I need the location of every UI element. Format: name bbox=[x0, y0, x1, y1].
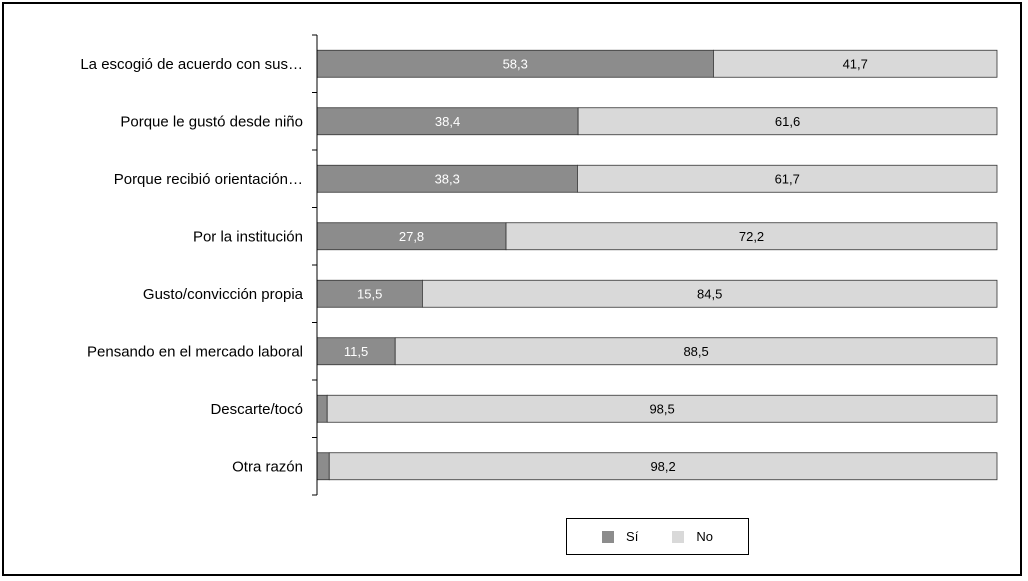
data-label-no-0: 41,7 bbox=[843, 56, 868, 71]
data-label-no-3: 72,2 bbox=[739, 229, 764, 244]
bar-si-2 bbox=[316, 164, 578, 193]
legend-label-no: No bbox=[696, 529, 713, 544]
bar-no-2 bbox=[577, 164, 998, 193]
legend-swatch-si bbox=[602, 530, 615, 543]
legend-swatch-no bbox=[672, 530, 685, 543]
bar-chart: 58,3 41,7 38,4 61,6 38,3 61,7 27,8 72,2 15,5 84,5… bbox=[80, 34, 998, 496]
bar-no-1 bbox=[577, 107, 998, 136]
category-label-0: La escogió de acuerdo con sus… bbox=[80, 56, 303, 73]
bar-no-5 bbox=[394, 337, 998, 366]
legend-label-si: Sí bbox=[626, 529, 639, 544]
data-label-no-7: 98,2 bbox=[650, 459, 675, 474]
data-label-si-5: 11,5 bbox=[344, 344, 368, 359]
bar-si-6 bbox=[316, 394, 328, 423]
data-label-no-2: 61,7 bbox=[775, 171, 800, 186]
bar-no-7 bbox=[328, 452, 998, 481]
legend: Sí No bbox=[566, 518, 749, 555]
category-label-2: Porque recibió orientación… bbox=[114, 171, 303, 188]
bar-si-7 bbox=[316, 452, 330, 481]
data-label-si-2: 38,3 bbox=[435, 171, 460, 186]
category-label-3: Por la institución bbox=[193, 228, 303, 245]
legend-item-si: Sí bbox=[602, 529, 638, 544]
data-label-si-3: 27,8 bbox=[399, 229, 424, 244]
category-labels: La escogió de acuerdo con sus… Porque le … bbox=[80, 56, 303, 476]
category-label-4: Gusto/convicción propia bbox=[143, 286, 304, 303]
data-label-si-1: 38,4 bbox=[435, 114, 460, 129]
data-label-no-6: 98,5 bbox=[649, 401, 674, 416]
data-label-si-0: 58,3 bbox=[503, 56, 528, 71]
bar-no-6 bbox=[326, 394, 998, 423]
bars-group: 58,3 41,7 38,4 61,6 38,3 61,7 27,8 72,2 15,5 84,5… bbox=[316, 49, 998, 481]
data-label-no-4: 84,5 bbox=[697, 286, 722, 301]
bar-no-3 bbox=[505, 222, 998, 251]
data-label-no-1: 61,6 bbox=[775, 114, 800, 129]
y-axis bbox=[312, 34, 318, 496]
bar-no-0 bbox=[713, 49, 998, 78]
data-label-si-4: 15,5 bbox=[357, 286, 382, 301]
bar-si-3 bbox=[316, 222, 507, 251]
data-label-no-5: 88,5 bbox=[683, 344, 708, 359]
category-label-1: Porque le gustó desde niño bbox=[120, 113, 303, 130]
category-label-7: Otra razón bbox=[232, 458, 303, 475]
category-label-6: Descarte/tocó bbox=[210, 401, 303, 418]
bar-si-1 bbox=[316, 107, 579, 136]
bar-si-0 bbox=[316, 49, 714, 78]
category-label-5: Pensando en el mercado laboral bbox=[87, 343, 303, 360]
bar-no-4 bbox=[421, 279, 998, 308]
legend-item-no: No bbox=[672, 529, 713, 544]
